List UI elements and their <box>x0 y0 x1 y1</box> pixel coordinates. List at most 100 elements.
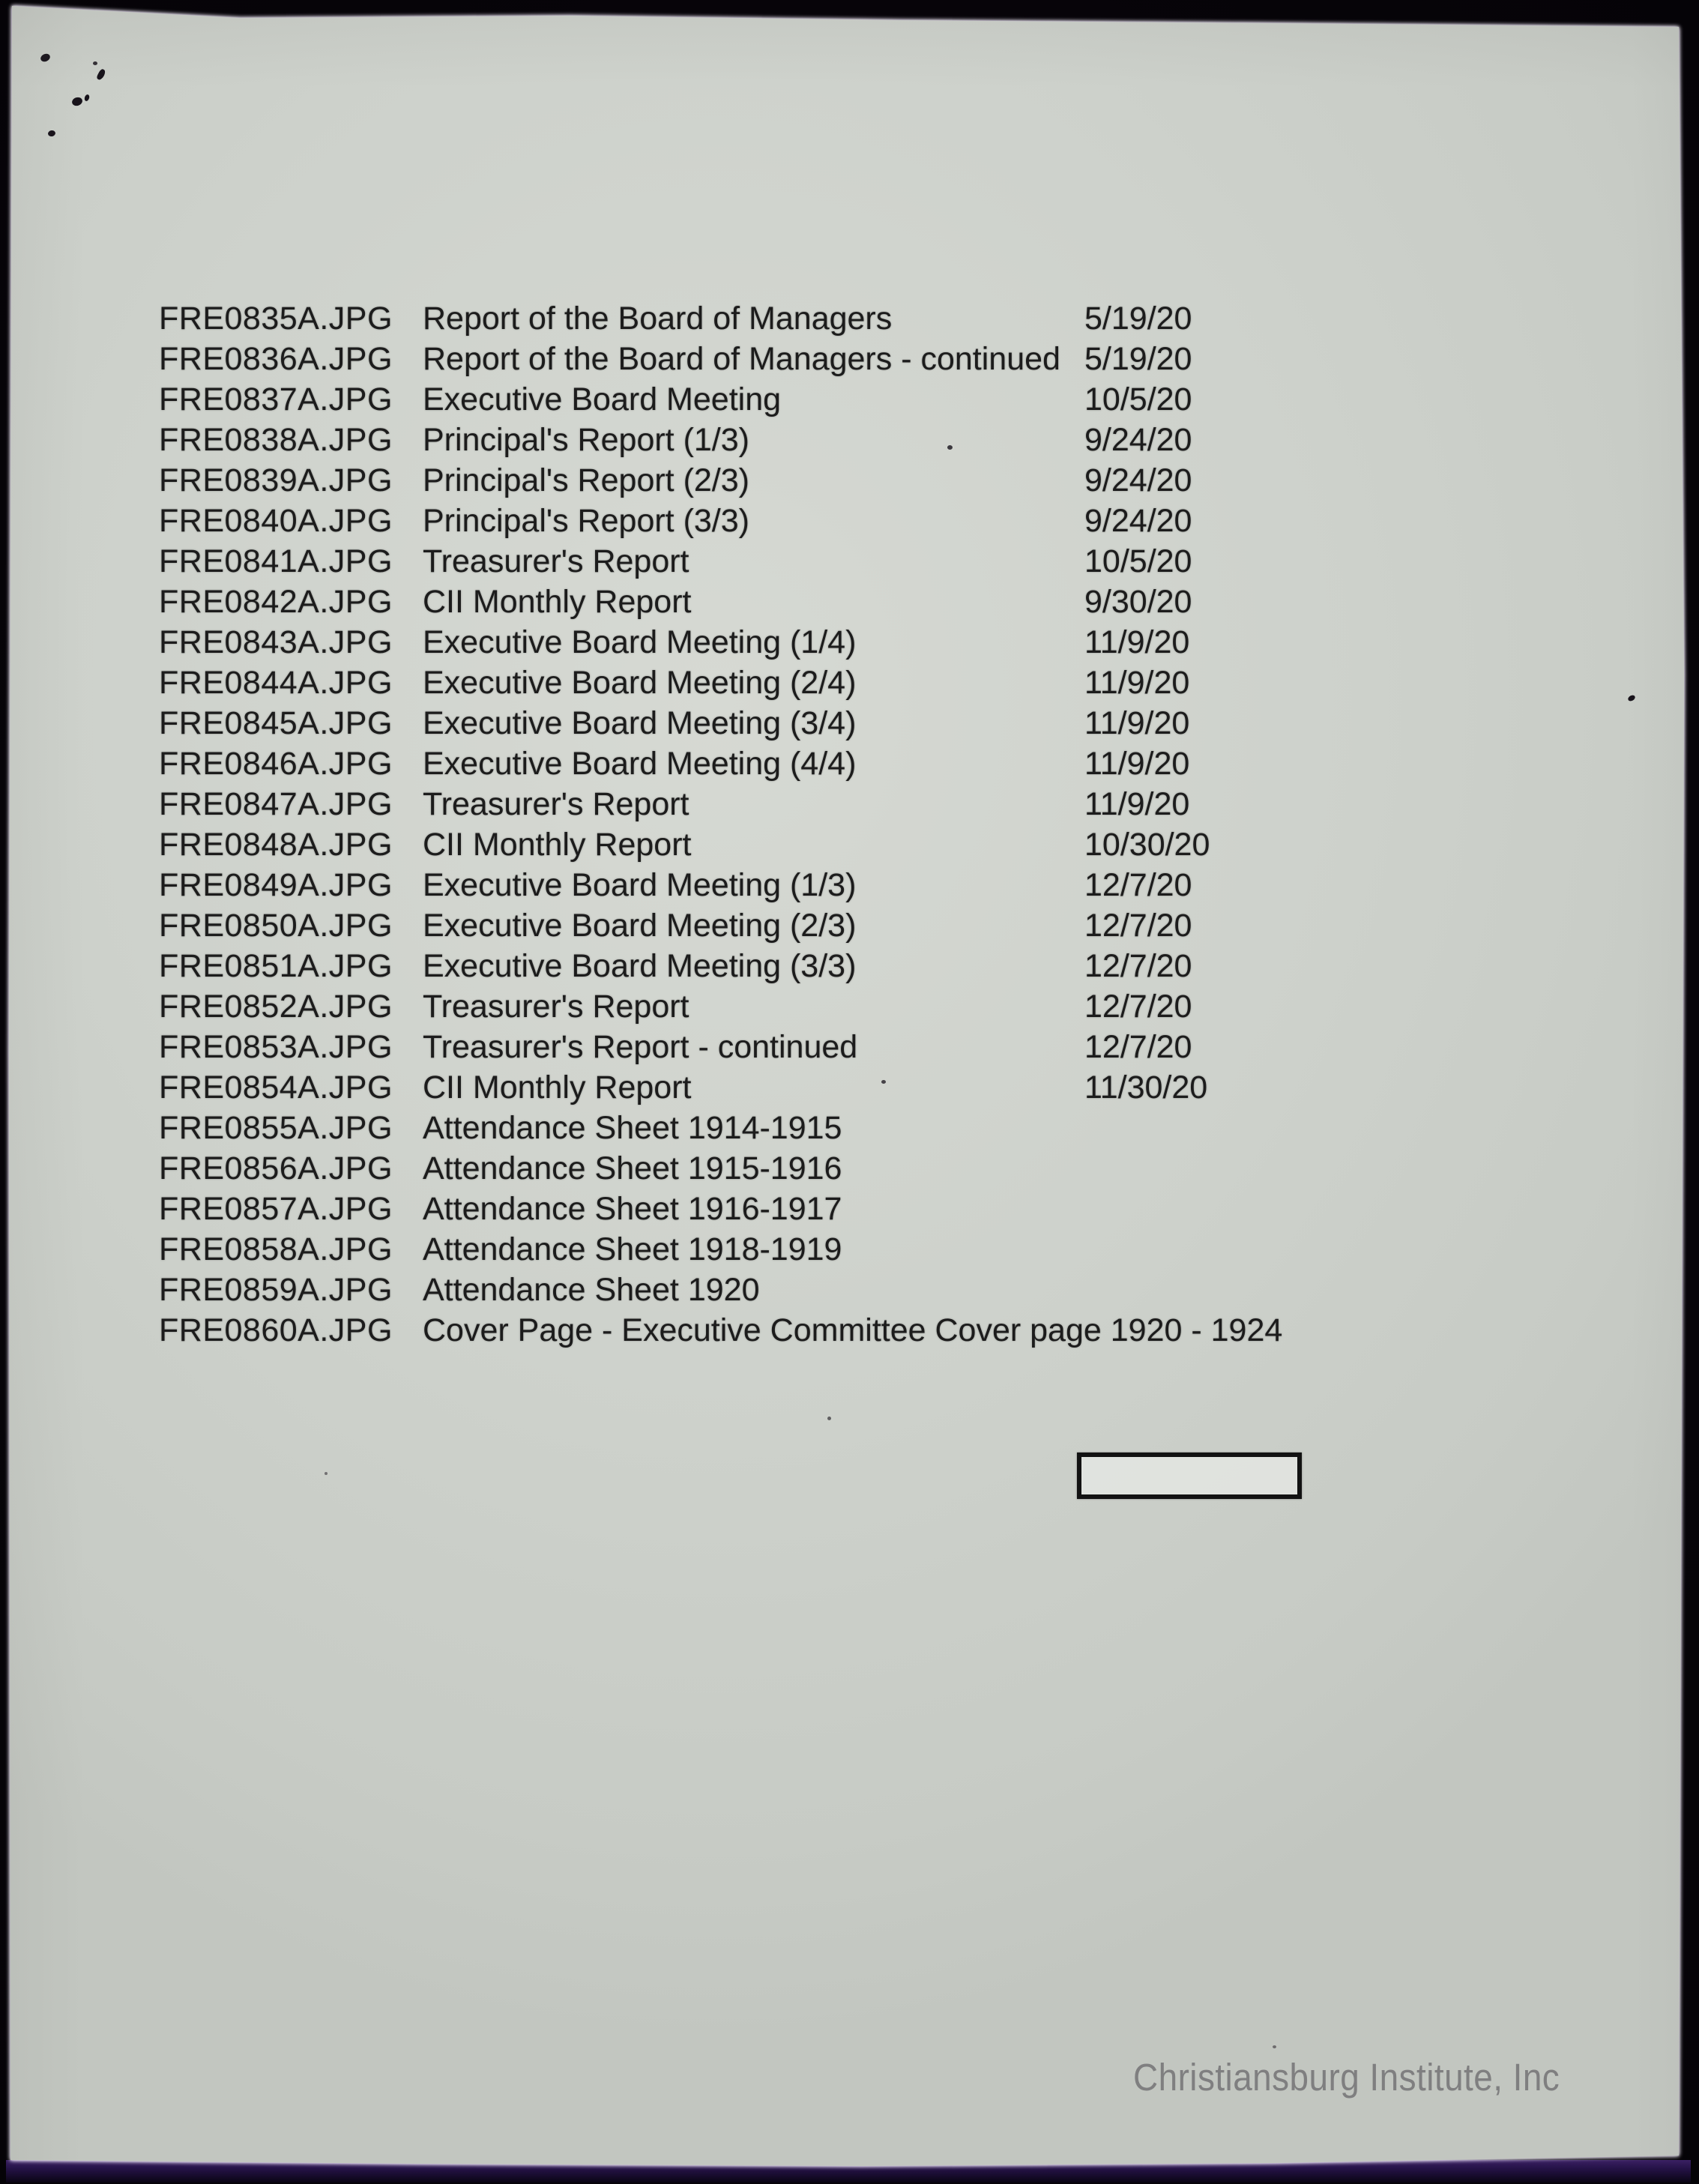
file-date: 9/30/20 <box>1084 584 1192 620</box>
file-description: Report of the Board of Managers <box>423 301 893 337</box>
file-date: 12/7/20 <box>1084 867 1192 903</box>
file-description: Executive Board Meeting (1/4) <box>423 624 857 660</box>
file-name: FRE0846A.JPG <box>159 746 393 782</box>
scan-speck <box>93 61 97 65</box>
file-name: FRE0845A.JPG <box>159 705 393 741</box>
file-name: FRE0848A.JPG <box>159 827 393 863</box>
file-name: FRE0853A.JPG <box>159 1029 393 1065</box>
file-name: FRE0839A.JPG <box>159 462 393 498</box>
file-name: FRE0840A.JPG <box>159 503 393 539</box>
file-list-row: FRE0846A.JPG Executive Board Meeting (4/… <box>159 743 1583 784</box>
file-date: 11/9/20 <box>1084 786 1190 822</box>
file-description: Executive Board Meeting (2/4) <box>423 665 857 701</box>
file-name: FRE0858A.JPG <box>159 1231 393 1267</box>
file-name: FRE0842A.JPG <box>159 584 393 620</box>
file-list-row: FRE0850A.JPG Executive Board Meeting (2/… <box>159 905 1583 946</box>
file-description: CII Monthly Report <box>423 1070 692 1105</box>
file-list-row: FRE0857A.JPG Attendance Sheet 1916-1917 <box>159 1189 1583 1229</box>
file-date: 12/7/20 <box>1084 1029 1192 1065</box>
file-list-row: FRE0849A.JPG Executive Board Meeting (1/… <box>159 865 1583 905</box>
file-description: Principal's Report (3/3) <box>423 503 749 539</box>
file-date: 11/30/20 <box>1084 1070 1208 1105</box>
file-list-row: FRE0836A.JPG Report of the Board of Mana… <box>159 339 1583 379</box>
file-list-row: FRE0851A.JPG Executive Board Meeting (3/… <box>159 946 1583 986</box>
file-name: FRE0838A.JPG <box>159 422 393 458</box>
file-name: FRE0859A.JPG <box>159 1272 393 1308</box>
file-list-row: FRE0838A.JPG Principal's Report (1/3) 9/… <box>159 420 1583 460</box>
file-list-row: FRE0847A.JPG Treasurer's Report 11/9/20 <box>159 784 1583 824</box>
file-list-row: FRE0837A.JPG Executive Board Meeting 10/… <box>159 379 1583 420</box>
file-list-row: FRE0844A.JPG Executive Board Meeting (2/… <box>159 663 1583 703</box>
file-list-row: FRE0839A.JPG Principal's Report (2/3) 9/… <box>159 460 1583 501</box>
file-description: Executive Board Meeting <box>423 381 782 417</box>
file-description: Executive Board Meeting (2/3) <box>423 908 857 944</box>
file-date: 10/5/20 <box>1084 381 1192 417</box>
scan-speck <box>95 68 107 81</box>
file-date: 10/5/20 <box>1084 543 1192 579</box>
watermark-text: Christiansburg Institute, Inc <box>1133 2056 1560 2099</box>
file-list-row: FRE0853A.JPG Treasurer's Report - contin… <box>159 1027 1583 1067</box>
scan-speck <box>83 94 91 102</box>
file-date: 9/24/20 <box>1084 422 1192 458</box>
file-list-row: FRE0835A.JPG Report of the Board of Mana… <box>159 298 1583 339</box>
scan-speck <box>47 130 56 137</box>
file-date: 12/7/20 <box>1084 989 1192 1025</box>
file-list-row: FRE0841A.JPG Treasurer's Report 10/5/20 <box>159 541 1583 582</box>
file-name: FRE0852A.JPG <box>159 989 393 1025</box>
file-name: FRE0854A.JPG <box>159 1070 393 1105</box>
file-list-row: FRE0860A.JPG Cover Page - Executive Comm… <box>159 1310 1583 1351</box>
file-list-row: FRE0854A.JPG CII Monthly Report 11/30/20 <box>159 1067 1583 1108</box>
scan-speck <box>881 1080 886 1084</box>
file-name: FRE0847A.JPG <box>159 786 393 822</box>
file-date: 10/30/20 <box>1084 827 1210 863</box>
file-description: Treasurer's Report - continued <box>423 1029 858 1065</box>
file-date: 11/9/20 <box>1084 746 1190 782</box>
file-description: Executive Board Meeting (3/4) <box>423 705 857 741</box>
file-list-row: FRE0858A.JPG Attendance Sheet 1918-1919 <box>159 1229 1583 1270</box>
file-list-row: FRE0840A.JPG Principal's Report (3/3) 9/… <box>159 501 1583 541</box>
file-name: FRE0835A.JPG <box>159 301 393 337</box>
file-description: Executive Board Meeting (4/4) <box>423 746 857 782</box>
empty-stamp-box <box>1077 1453 1302 1499</box>
file-list-row: FRE0859A.JPG Attendance Sheet 1920 <box>159 1270 1583 1310</box>
file-description: Principal's Report (1/3) <box>423 422 749 458</box>
file-date: 9/24/20 <box>1084 462 1192 498</box>
file-name: FRE0841A.JPG <box>159 543 393 579</box>
file-description: Executive Board Meeting (1/3) <box>423 867 857 903</box>
file-list-row: FRE0845A.JPG Executive Board Meeting (3/… <box>159 703 1583 743</box>
file-name: FRE0856A.JPG <box>159 1150 393 1186</box>
scan-speck <box>70 96 84 107</box>
file-name: FRE0857A.JPG <box>159 1191 393 1227</box>
file-index-list: FRE0835A.JPG Report of the Board of Mana… <box>159 298 1583 1351</box>
file-description: Executive Board Meeting (3/3) <box>423 948 857 984</box>
file-name: FRE0843A.JPG <box>159 624 393 660</box>
file-date: 12/7/20 <box>1084 948 1192 984</box>
file-description: Treasurer's Report <box>423 786 689 822</box>
scan-speck <box>39 52 52 64</box>
file-list-row: FRE0842A.JPG CII Monthly Report 9/30/20 <box>159 582 1583 622</box>
file-name: FRE0860A.JPG <box>159 1312 393 1348</box>
file-description: Treasurer's Report <box>423 543 689 579</box>
file-name: FRE0836A.JPG <box>159 341 393 377</box>
file-description: Cover Page - Executive Committee Cover p… <box>423 1312 1283 1348</box>
file-name: FRE0855A.JPG <box>159 1110 393 1146</box>
file-name: FRE0849A.JPG <box>159 867 393 903</box>
file-description: Attendance Sheet 1914-1915 <box>423 1110 842 1146</box>
file-name: FRE0837A.JPG <box>159 381 393 417</box>
file-date: 9/24/20 <box>1084 503 1192 539</box>
file-description: Principal's Report (2/3) <box>423 462 749 498</box>
file-list-row: FRE0852A.JPG Treasurer's Report 12/7/20 <box>159 986 1583 1027</box>
scan-speck <box>325 1472 328 1475</box>
file-date: 11/9/20 <box>1084 624 1190 660</box>
file-description: Attendance Sheet 1915-1916 <box>423 1150 842 1186</box>
file-description: Treasurer's Report <box>423 989 689 1025</box>
file-description: CII Monthly Report <box>423 827 692 863</box>
file-description: Report of the Board of Managers - contin… <box>423 341 1060 377</box>
file-name: FRE0851A.JPG <box>159 948 393 984</box>
scan-speck <box>1626 693 1637 703</box>
file-list-row: FRE0848A.JPG CII Monthly Report 10/30/20 <box>159 824 1583 865</box>
scan-speck <box>1273 2045 1276 2048</box>
